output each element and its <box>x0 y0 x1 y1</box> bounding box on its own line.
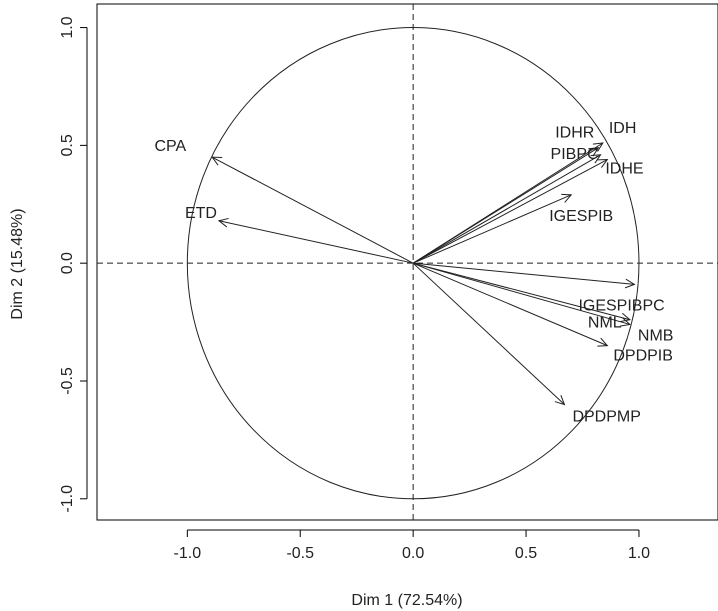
y-tick-label: -1.0 <box>59 485 76 513</box>
y-tick-label: 0.5 <box>59 134 76 156</box>
y-tick-label: -0.5 <box>59 367 76 395</box>
x-axis: -1.0 -0.5 0.0 0.5 1.0 <box>174 530 651 562</box>
vector-label-igespib: IGESPIB <box>549 208 613 225</box>
x-tick-label: 1.0 <box>628 545 650 562</box>
y-axis: -1.0 -0.5 0.0 0.5 1.0 <box>59 16 87 512</box>
x-tick-label: -1.0 <box>174 545 202 562</box>
vector-arrow-cpa <box>212 157 413 263</box>
vector-label-dpdpib: DPDPIB <box>613 348 673 365</box>
x-axis-title: Dim 1 (72.54%) <box>351 592 462 609</box>
vector-arrow-igespib <box>413 195 571 263</box>
vector-arrow-igespibpc <box>413 263 634 284</box>
x-tick-label: 0.0 <box>402 545 424 562</box>
vector-arrow-etd <box>219 221 413 263</box>
vector-label-etd: ETD <box>185 205 217 222</box>
plot-area <box>97 4 718 520</box>
y-tick-label: 0.0 <box>59 252 76 274</box>
vector-label-nml: NML <box>588 315 622 332</box>
x-tick-label: -0.5 <box>286 545 314 562</box>
vector-label-idhr: IDHR <box>555 125 594 142</box>
y-axis-title: Dim 2 (15.48%) <box>9 208 26 319</box>
vector-label-dpdpmp: DPDPMP <box>572 409 640 426</box>
vector-label-igespibpc: IGESPIBPC <box>578 297 664 314</box>
vector-label-idh: IDH <box>609 120 637 137</box>
vector-label-nmb: NMB <box>638 327 674 344</box>
vector-label-pibpc: PIBPC <box>551 146 599 163</box>
vector-label-cpa: CPA <box>154 138 186 155</box>
x-tick-label: 0.5 <box>515 545 537 562</box>
y-tick-label: 1.0 <box>59 16 76 38</box>
vector-label-idhe: IDHE <box>605 161 643 178</box>
